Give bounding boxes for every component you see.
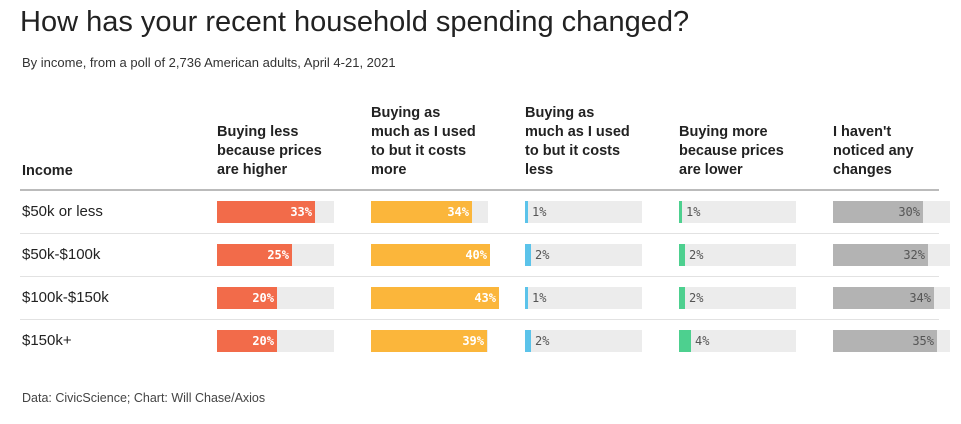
- series-header-line: I haven't: [833, 124, 892, 140]
- series-header-line: Buying less: [217, 124, 299, 140]
- bar: [833, 330, 937, 352]
- bar-value-label: 43%: [474, 291, 496, 305]
- bar-value-label: 30%: [898, 205, 920, 219]
- row-label: $50k or less: [22, 203, 103, 220]
- bar-value-label: 2%: [535, 334, 550, 348]
- bar: [525, 244, 531, 266]
- bar-track: 34%: [371, 201, 488, 223]
- bar-track: 20%: [217, 330, 334, 352]
- bar-value-label: 39%: [462, 334, 484, 348]
- bar-track: 4%: [679, 330, 796, 352]
- bar-track: 1%: [679, 201, 796, 223]
- bar: [217, 201, 315, 223]
- series-header-line: much as I used: [525, 124, 630, 140]
- bar-track: 35%: [833, 330, 950, 352]
- bar-value-label: 32%: [903, 248, 925, 262]
- row-label: $50k-$100k: [22, 246, 101, 263]
- bar-value-label: 40%: [465, 248, 487, 262]
- series-header-3: Buying as much as I used to but it costs le…: [525, 104, 630, 180]
- bar-track: 43%: [371, 287, 499, 309]
- bar-value-label: 2%: [535, 248, 550, 262]
- chart-subtitle: By income, from a poll of 2,736 American…: [22, 55, 396, 70]
- bar: [679, 287, 685, 309]
- row-divider: [20, 233, 939, 234]
- bar-track: 34%: [833, 287, 950, 309]
- series-header-5: I haven't noticed any changes: [833, 123, 914, 180]
- bar: [371, 330, 487, 352]
- bar: [371, 287, 499, 309]
- bar-track: 39%: [371, 330, 488, 352]
- bar: [217, 330, 277, 352]
- bar-value-label: 1%: [532, 291, 547, 305]
- bar: [371, 244, 490, 266]
- bar-track: 2%: [525, 244, 642, 266]
- bar-track: 1%: [525, 201, 642, 223]
- series-header-line: are higher: [217, 162, 288, 178]
- bar: [679, 201, 682, 223]
- bar: [679, 330, 691, 352]
- series-header-line: changes: [833, 162, 892, 178]
- bar-value-label: 1%: [686, 205, 701, 219]
- header-divider: [20, 189, 939, 191]
- bar-value-label: 4%: [695, 334, 710, 348]
- bar-track: 2%: [525, 330, 642, 352]
- row-divider: [20, 276, 939, 277]
- bar: [833, 201, 923, 223]
- series-header-line: to but it costs: [525, 143, 621, 159]
- bar-track: 20%: [217, 287, 334, 309]
- bar: [371, 201, 472, 223]
- row-label: $150k+: [22, 332, 72, 349]
- series-header-line: Buying more: [679, 124, 768, 140]
- source-note: Data: CivicScience; Chart: Will Chase/Ax…: [22, 391, 266, 405]
- series-header-line: because prices: [217, 143, 322, 159]
- series-header-line: to but it costs: [371, 143, 467, 159]
- bar: [525, 330, 531, 352]
- bar-value-label: 34%: [447, 205, 469, 219]
- bar-track: 32%: [833, 244, 950, 266]
- bar-value-label: 20%: [252, 291, 274, 305]
- bar: [679, 244, 685, 266]
- bar-value-label: 25%: [267, 248, 289, 262]
- series-header-4: Buying more because prices are lower: [679, 123, 784, 180]
- row-divider: [20, 319, 939, 320]
- bar: [833, 244, 928, 266]
- series-header-line: much as I used: [371, 124, 476, 140]
- bar-value-label: 2%: [689, 248, 704, 262]
- bar: [525, 201, 528, 223]
- income-column-header: Income: [22, 163, 73, 179]
- bar-value-label: 2%: [689, 291, 704, 305]
- series-header-1: Buying less because prices are higher: [217, 123, 322, 180]
- series-header-line: are lower: [679, 162, 743, 178]
- bar-value-label: 20%: [252, 334, 274, 348]
- chart-title: How has your recent household spending c…: [20, 6, 690, 38]
- series-header-line: more: [371, 162, 407, 178]
- bar: [525, 287, 528, 309]
- series-header-line: Buying as: [525, 105, 595, 121]
- series-header-line: because prices: [679, 143, 784, 159]
- bar-track: 33%: [217, 201, 334, 223]
- bar: [217, 244, 292, 266]
- bar-track: 1%: [525, 287, 642, 309]
- bar-track: 2%: [679, 244, 796, 266]
- series-header-line: less: [525, 162, 554, 178]
- bar-track: 30%: [833, 201, 950, 223]
- bar-track: 2%: [679, 287, 796, 309]
- bar-value-label: 33%: [290, 205, 312, 219]
- bar: [217, 287, 277, 309]
- bar-track: 40%: [371, 244, 490, 266]
- bar-value-label: 34%: [909, 291, 931, 305]
- series-header-2: Buying as much as I used to but it costs mo…: [371, 104, 476, 180]
- bar-value-label: 1%: [532, 205, 547, 219]
- bar-track: 25%: [217, 244, 334, 266]
- row-label: $100k-$150k: [22, 289, 109, 306]
- series-header-line: Buying as: [371, 105, 441, 121]
- bar-value-label: 35%: [912, 334, 934, 348]
- bar: [833, 287, 934, 309]
- series-header-line: noticed any: [833, 143, 914, 159]
